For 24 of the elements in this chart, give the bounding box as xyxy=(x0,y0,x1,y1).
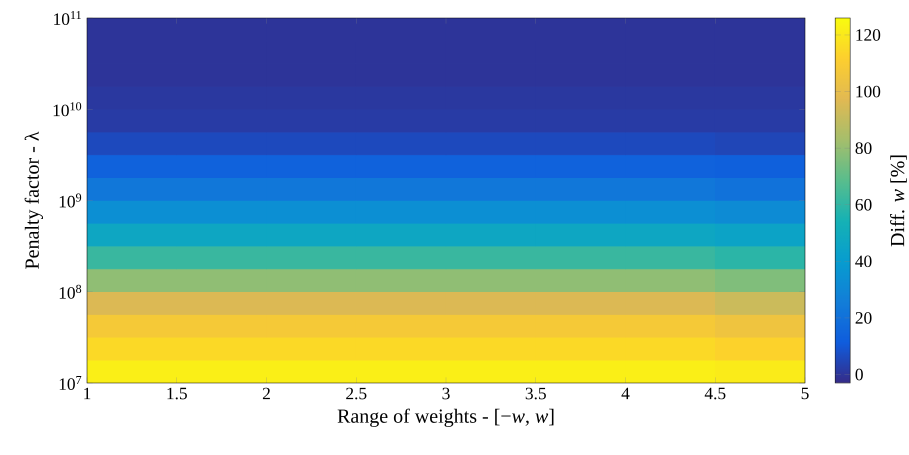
color-bar-title: Diff. w [%] xyxy=(890,156,907,246)
x-tick-label: 5 xyxy=(802,388,809,400)
x-tick-label: 3 xyxy=(442,388,450,400)
color-bar-label: 120 xyxy=(856,29,880,41)
x-tick-label: 3.5 xyxy=(526,388,546,400)
x-tick-label: 4.5 xyxy=(704,388,726,400)
x-tick-label: 2.5 xyxy=(346,388,366,400)
color-bar-label: 40 xyxy=(855,255,872,268)
x-axis-title: Range of weights - [−w, w] xyxy=(338,408,554,427)
y-tick-label: 10$^{11}$ xyxy=(54,11,81,25)
color-bar-label: 0 xyxy=(856,368,863,380)
x-tick-label: 2 xyxy=(262,388,270,400)
x-tick-label: 4 xyxy=(622,388,630,400)
y-tick-label: 10$^{10}$ xyxy=(54,102,82,116)
x-tick-label: 1.5 xyxy=(167,388,187,400)
color-bar-label: 80 xyxy=(856,142,872,154)
y-tick-label: 10$^{7}$ xyxy=(60,376,82,390)
y-tick-label: 10$^{9}$ xyxy=(60,193,82,208)
y-axis-title: Penalty factor - λ xyxy=(24,132,43,269)
color-bar-label: 60 xyxy=(856,198,872,211)
x-tick-label: 1 xyxy=(84,388,90,400)
color-bar-label: 20 xyxy=(856,312,872,324)
y-tick-label: 10$^{8}$ xyxy=(60,284,82,299)
color-bar-label: 100 xyxy=(856,86,880,98)
